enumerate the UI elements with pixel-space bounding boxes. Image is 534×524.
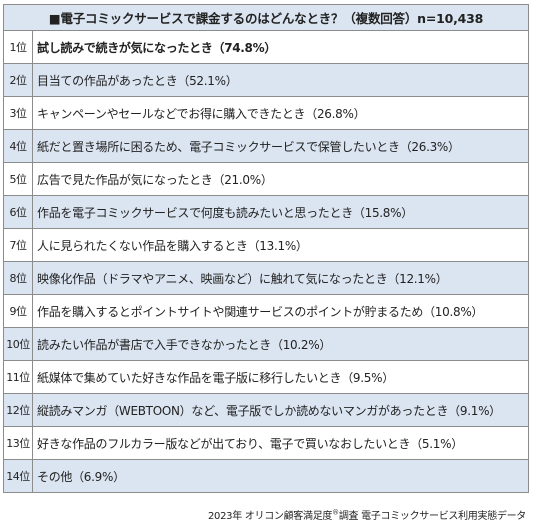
ranking-table: ■電子コミックサービスで課金するのはどんなとき？（複数回答）n=10,438 1…	[3, 4, 529, 493]
table-row: 6位 作品を電子コミックサービスで何度も読みたいと思ったとき（15.8%）	[3, 195, 529, 229]
reason-cell: 読みたい作品が書店で入手できなかったとき（10.2%）	[32, 327, 529, 361]
table-row: 5位 広告で見た作品が気になったとき（21.0%）	[3, 162, 529, 196]
table-row: 4位 紙だと置き場所に困るため、電子コミックサービスで保管したいとき（26.3%）	[3, 129, 529, 163]
rank-cell: 12位	[3, 393, 33, 427]
reason-cell: 作品を購入するとポイントサイトや関連サービスのポイントが貯まるため（10.8%）	[32, 294, 529, 328]
reason-cell: 目当ての作品があったとき（52.1%）	[32, 63, 529, 97]
rank-cell: 7位	[3, 228, 33, 262]
table-row: 10位 読みたい作品が書店で入手できなかったとき（10.2%）	[3, 327, 529, 361]
table-row: 13位 好きな作品のフルカラー版などが出ており、電子で買いなおしたいとき（5.1%…	[3, 426, 529, 460]
rank-cell: 6位	[3, 195, 33, 229]
reason-cell: その他（6.9%）	[32, 459, 529, 493]
table-row: 8位 映像化作品（ドラマやアニメ、映画など）に触れて気になったとき（12.1%）	[3, 261, 529, 295]
reason-cell: キャンペーンやセールなどでお得に購入できたとき（26.8%）	[32, 96, 529, 130]
reason-cell: 試し読みで続きが気になったとき（74.8%）	[32, 30, 529, 64]
table-row: 3位 キャンペーンやセールなどでお得に購入できたとき（26.8%）	[3, 96, 529, 130]
rank-cell: 10位	[3, 327, 33, 361]
rank-cell: 14位	[3, 459, 33, 493]
table-row: 14位 その他（6.9%）	[3, 459, 529, 493]
rank-cell: 1位	[3, 30, 33, 64]
source-caption: 2023年 オリコン顧客満足度®調査 電子コミックサービス利用実態データ	[208, 507, 526, 522]
reason-cell: 広告で見た作品が気になったとき（21.0%）	[32, 162, 529, 196]
table-title: ■電子コミックサービスで課金するのはどんなとき？（複数回答）n=10,438	[3, 4, 529, 31]
table-row: 9位 作品を購入するとポイントサイトや関連サービスのポイントが貯まるため（10.8…	[3, 294, 529, 328]
table-row: 2位 目当ての作品があったとき（52.1%）	[3, 63, 529, 97]
table-row: 1位 試し読みで続きが気になったとき（74.8%）	[3, 30, 529, 64]
table-row: 11位 紙媒体で集めていた好きな作品を電子版に移行したいとき（9.5%）	[3, 360, 529, 394]
rank-cell: 13位	[3, 426, 33, 460]
rank-cell: 3位	[3, 96, 33, 130]
reason-cell: 人に見られたくない作品を購入するとき（13.1%）	[32, 228, 529, 262]
reason-cell: 好きな作品のフルカラー版などが出ており、電子で買いなおしたいとき（5.1%）	[32, 426, 529, 460]
source-caption-pre: 2023年 オリコン顧客満足度	[207, 511, 333, 522]
rank-cell: 5位	[3, 162, 33, 196]
table-row: 7位 人に見られたくない作品を購入するとき（13.1%）	[3, 228, 529, 262]
source-caption-post: 調査 電子コミックサービス利用実態データ	[338, 511, 526, 522]
rank-cell: 4位	[3, 129, 33, 163]
rank-cell: 8位	[3, 261, 33, 295]
reason-cell: 映像化作品（ドラマやアニメ、映画など）に触れて気になったとき（12.1%）	[32, 261, 529, 295]
rank-cell: 11位	[3, 360, 33, 394]
table-row: 12位 縦読みマンガ（WEBTOON）など、電子版でしか読めないマンガがあったとき…	[3, 393, 529, 427]
reason-cell: 縦読みマンガ（WEBTOON）など、電子版でしか読めないマンガがあったとき（9.…	[32, 393, 529, 427]
rank-cell: 9位	[3, 294, 33, 328]
reason-cell: 作品を電子コミックサービスで何度も読みたいと思ったとき（15.8%）	[32, 195, 529, 229]
ranking-rows: 1位 試し読みで続きが気になったとき（74.8%） 2位 目当ての作品があったとき（5…	[3, 30, 529, 493]
reason-cell: 紙だと置き場所に困るため、電子コミックサービスで保管したいとき（26.3%）	[32, 129, 529, 163]
reason-cell: 紙媒体で集めていた好きな作品を電子版に移行したいとき（9.5%）	[32, 360, 529, 394]
rank-cell: 2位	[3, 63, 33, 97]
registered-mark: ®	[332, 508, 339, 517]
